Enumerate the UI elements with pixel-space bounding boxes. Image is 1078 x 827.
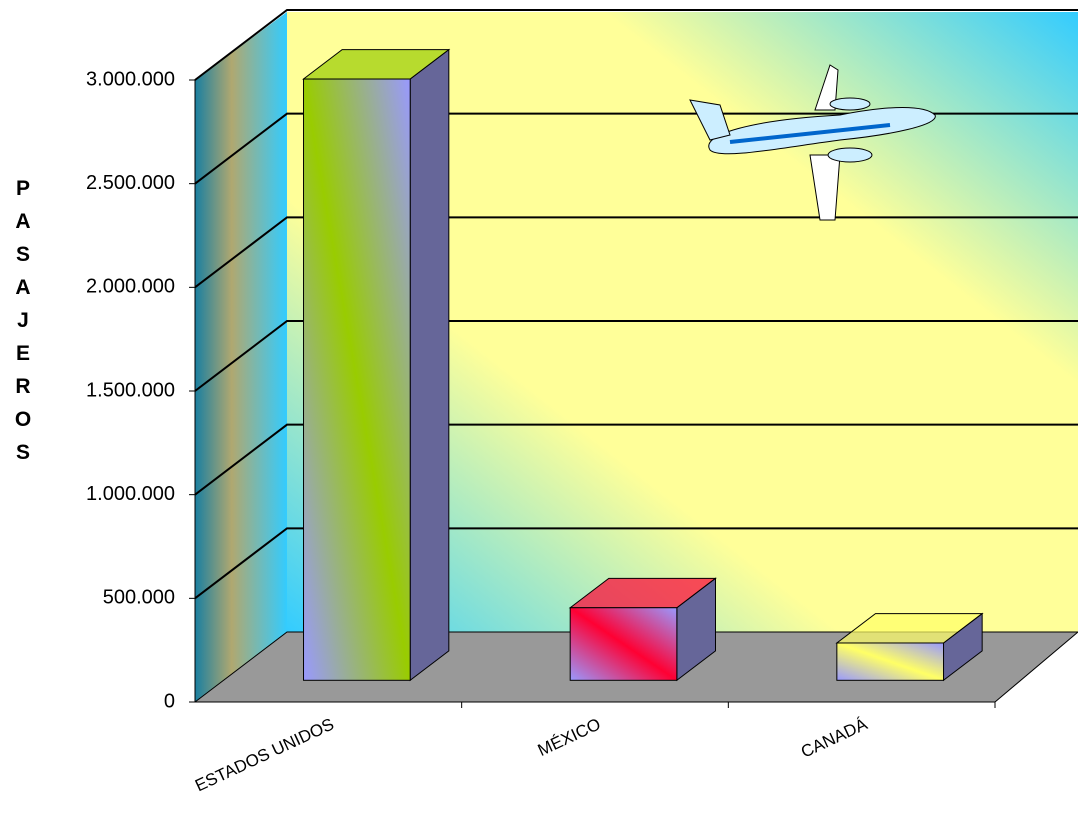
y-tick-label: 3.000.000 [86, 68, 175, 90]
bar [569, 607, 678, 681]
bar-side [409, 48, 450, 682]
grid-line [194, 9, 1078, 81]
grid-line [194, 320, 1078, 392]
x-tick-label: CANADÁ [798, 714, 871, 761]
grid-line [194, 423, 1078, 496]
grid-line [194, 216, 1078, 289]
grid-line [194, 112, 1078, 185]
bar [836, 642, 945, 681]
y-tick-label: 2.500.000 [86, 172, 175, 194]
y-tick-label: 1.500.000 [86, 379, 175, 401]
x-tick-label: MÉXICO [535, 714, 604, 760]
y-tick-label: 500.000 [103, 587, 175, 609]
y-axis-title: PASAJEROS [14, 177, 32, 464]
y-tick-label: 1.000.000 [86, 483, 175, 505]
airplane [689, 64, 936, 221]
x-tick-label: ESTADOS UNIDOS [192, 714, 337, 795]
bar [303, 78, 411, 681]
y-tick-label: 2.000.000 [86, 276, 175, 298]
y-tick-label: 0 [164, 690, 175, 712]
grid-line [194, 527, 1078, 600]
